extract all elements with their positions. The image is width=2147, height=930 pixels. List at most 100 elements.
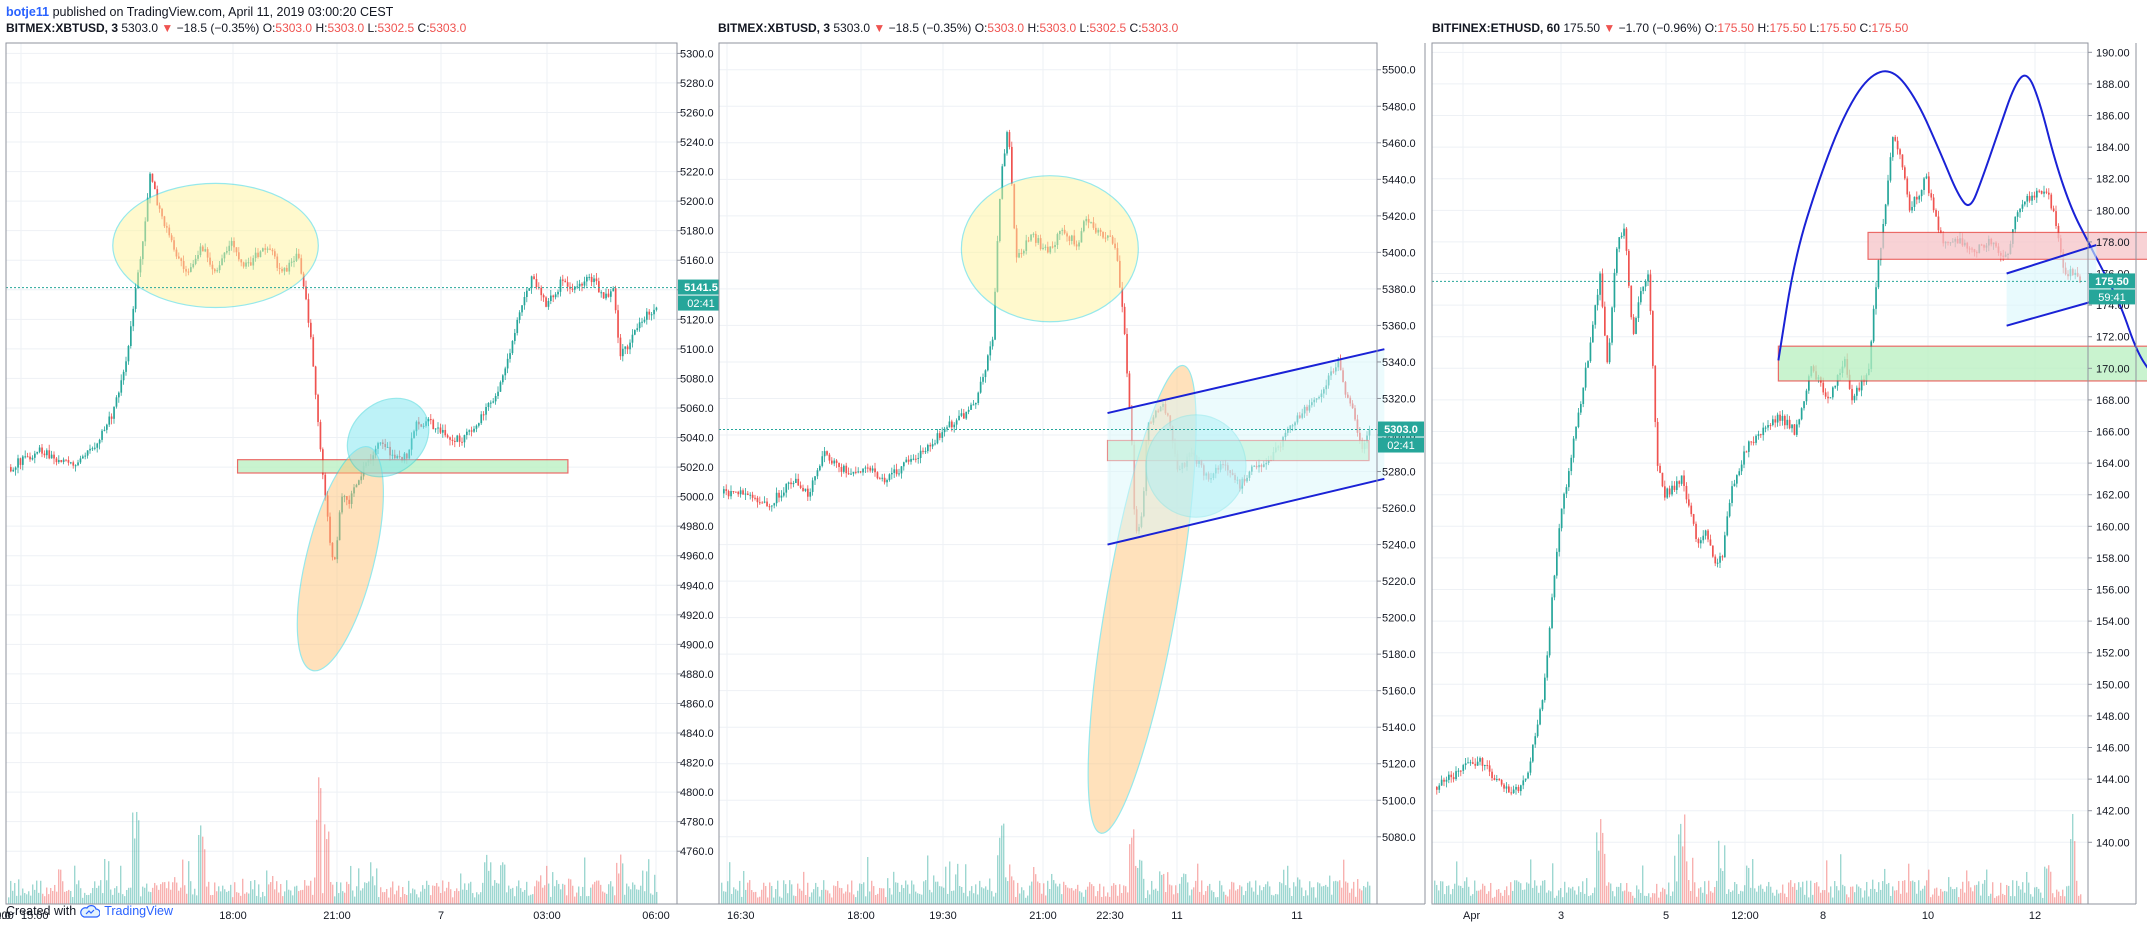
candle-body bbox=[482, 414, 485, 416]
volume-bar bbox=[1668, 882, 1670, 904]
volume-bar bbox=[582, 886, 584, 904]
volume-bar bbox=[1323, 885, 1325, 904]
symbol-label: BITFINEX:ETHUSD, 60 bbox=[1432, 21, 1561, 35]
tradingview-brand[interactable]: TradingView bbox=[104, 904, 173, 918]
volume-bar bbox=[152, 887, 154, 904]
x-tick-label: 06:00 bbox=[642, 910, 670, 922]
volume-bar bbox=[885, 897, 887, 904]
pattern-curve[interactable] bbox=[1777, 70, 2147, 376]
volume-bar bbox=[903, 888, 905, 904]
volume-bar bbox=[791, 884, 793, 904]
volume-bar bbox=[212, 894, 214, 904]
lower-trendline[interactable] bbox=[1107, 477, 1385, 546]
volume-bar bbox=[1329, 875, 1331, 904]
candle-body bbox=[1539, 709, 1541, 725]
candle-body bbox=[31, 457, 34, 460]
volume-bar bbox=[426, 880, 428, 904]
y-tick-label: 5120.0 bbox=[680, 314, 714, 326]
volume-bar bbox=[1662, 887, 1664, 904]
volume-bar bbox=[570, 879, 572, 904]
candle-body bbox=[823, 451, 826, 457]
candle-body bbox=[502, 375, 504, 383]
volume-bar bbox=[160, 884, 162, 904]
volume-bar bbox=[1159, 871, 1161, 904]
x-tick-label: 12:00 bbox=[1731, 910, 1759, 922]
yellow-ellipse[interactable] bbox=[960, 175, 1139, 323]
volume-bar bbox=[1798, 882, 1800, 904]
volume-bar bbox=[1313, 887, 1315, 904]
candle-body bbox=[1896, 140, 1899, 150]
candle-body bbox=[989, 346, 992, 356]
volume-bar bbox=[1197, 863, 1199, 904]
volume-bar bbox=[971, 886, 973, 904]
candle-body bbox=[154, 181, 156, 190]
volume-bar bbox=[1353, 881, 1355, 904]
volume-bar bbox=[398, 885, 400, 904]
candle-body bbox=[497, 391, 499, 397]
volume-bar bbox=[2008, 885, 2010, 904]
candle-body bbox=[1006, 132, 1008, 154]
volume-bar bbox=[172, 882, 174, 904]
volume-bar bbox=[1317, 882, 1319, 904]
candle-body bbox=[1822, 382, 1825, 393]
green-zone-rect[interactable] bbox=[1777, 345, 2147, 382]
volume-bar bbox=[500, 865, 502, 904]
candle-body bbox=[972, 404, 975, 406]
candle-body bbox=[120, 380, 123, 393]
candle-body bbox=[1546, 655, 1549, 678]
candle-body bbox=[778, 492, 780, 498]
flag-lower-line[interactable] bbox=[2006, 299, 2097, 327]
volume-bar bbox=[1530, 859, 1532, 904]
volume-bar bbox=[1307, 895, 1309, 904]
volume-bar bbox=[230, 884, 232, 904]
candle-body bbox=[547, 301, 550, 307]
candle-body bbox=[1467, 762, 1469, 764]
volume-bar bbox=[959, 885, 961, 904]
candle-body bbox=[799, 485, 802, 488]
volume-bar bbox=[396, 890, 398, 904]
volume-bar bbox=[240, 895, 242, 904]
yellow-ellipse[interactable] bbox=[112, 182, 319, 309]
volume-bar bbox=[1261, 890, 1263, 904]
volume-bar bbox=[873, 886, 875, 904]
y-tick-label: 4960.0 bbox=[680, 551, 714, 563]
countdown-label: 02:41 bbox=[687, 298, 715, 310]
candle-body bbox=[1719, 556, 1721, 563]
volume-bar bbox=[1077, 884, 1079, 904]
author-link[interactable]: botje11 bbox=[6, 5, 50, 19]
candle-body bbox=[434, 428, 437, 430]
flag-upper-line[interactable] bbox=[2006, 244, 2097, 275]
candle-body bbox=[977, 392, 980, 403]
volume-bar bbox=[1081, 892, 1083, 904]
volume-bar bbox=[1135, 865, 1137, 904]
volume-bar bbox=[1988, 896, 1990, 904]
candle-body bbox=[730, 491, 732, 497]
symbol-header: BITFINEX:ETHUSD, 60 175.50 ▼ −1.70 (−0.9… bbox=[1432, 21, 1909, 35]
volume-bar bbox=[546, 865, 548, 904]
volume-bar bbox=[1367, 881, 1369, 904]
volume-bar bbox=[1712, 892, 1714, 904]
volume-bar bbox=[761, 889, 763, 904]
candle-body bbox=[1508, 786, 1510, 793]
volume-bar bbox=[568, 878, 570, 904]
candle-body bbox=[1536, 724, 1539, 737]
volume-bar bbox=[474, 897, 476, 904]
volume-bar bbox=[1087, 886, 1089, 904]
candle-body bbox=[43, 453, 46, 456]
y-tick-label: 5100.0 bbox=[680, 344, 714, 356]
candle-body bbox=[869, 467, 872, 471]
candle-body bbox=[1671, 485, 1673, 495]
volume-bar bbox=[516, 886, 518, 904]
volume-bar bbox=[801, 890, 803, 904]
volume-bar bbox=[180, 887, 182, 904]
volume-bar bbox=[921, 894, 923, 904]
candle-body bbox=[1894, 137, 1897, 141]
red-zone-rect[interactable] bbox=[1867, 231, 2147, 260]
volume-bar bbox=[2002, 893, 2004, 904]
candle-body bbox=[1829, 397, 1832, 399]
upper-trendline[interactable] bbox=[1107, 348, 1385, 415]
cyan-ellipse[interactable] bbox=[332, 382, 445, 493]
